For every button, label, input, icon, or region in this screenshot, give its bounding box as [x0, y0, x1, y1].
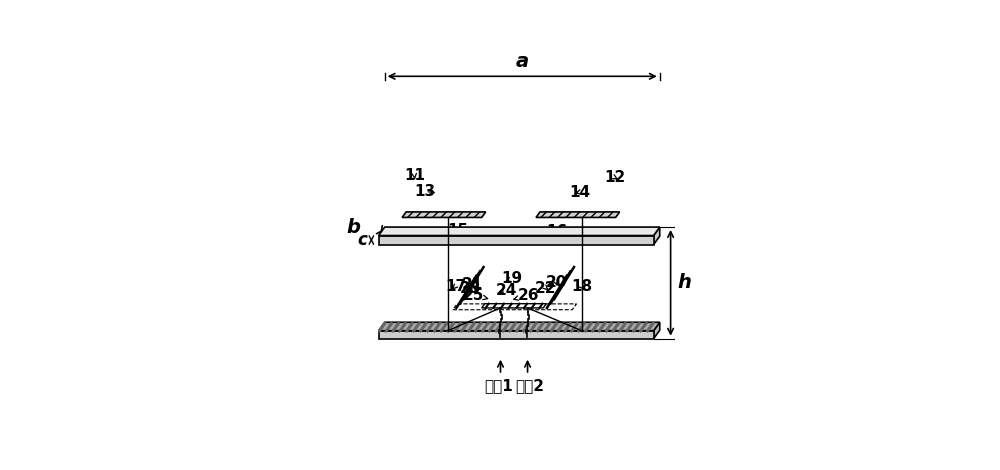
Text: 11: 11: [404, 168, 425, 183]
Polygon shape: [654, 227, 660, 244]
Text: 23: 23: [460, 281, 481, 296]
Text: c: c: [358, 231, 368, 249]
Text: 端口1: 端口1: [484, 378, 513, 393]
Text: 19: 19: [501, 272, 522, 287]
Text: h: h: [678, 274, 692, 292]
Text: 14: 14: [569, 185, 590, 200]
Text: 15: 15: [442, 223, 468, 238]
Polygon shape: [379, 227, 660, 235]
Text: 25: 25: [463, 288, 488, 303]
Polygon shape: [379, 331, 654, 339]
Text: 20: 20: [545, 275, 567, 290]
Polygon shape: [379, 235, 654, 244]
Polygon shape: [654, 322, 660, 339]
Text: 21: 21: [462, 277, 483, 292]
Text: 18: 18: [571, 279, 592, 294]
Polygon shape: [379, 322, 660, 331]
Text: 26: 26: [514, 288, 539, 303]
Text: a: a: [516, 52, 529, 71]
Text: 12: 12: [604, 170, 625, 185]
Text: 17: 17: [445, 279, 466, 294]
Text: b: b: [347, 218, 361, 237]
Text: 24: 24: [495, 283, 517, 298]
Polygon shape: [402, 212, 486, 218]
Text: 16: 16: [547, 224, 574, 239]
Polygon shape: [482, 304, 546, 308]
Text: 13: 13: [415, 184, 436, 199]
Text: 22: 22: [535, 281, 557, 296]
Text: 端口2: 端口2: [515, 378, 544, 393]
Polygon shape: [536, 212, 620, 218]
